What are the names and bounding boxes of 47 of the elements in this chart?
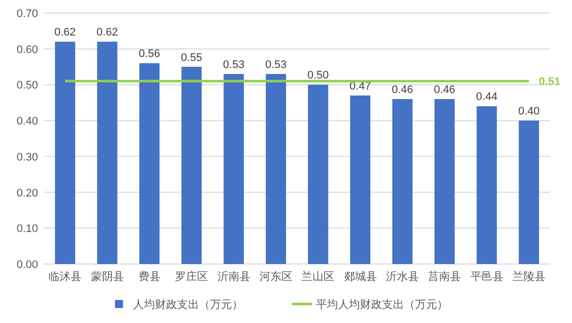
x-tick-label: 沂水县 (386, 270, 419, 283)
data-label: 0.62 (96, 26, 118, 39)
y-tick-label: 0.00 (16, 259, 38, 271)
data-label: 0.62 (54, 26, 76, 39)
y-tick-label: 0.60 (16, 44, 38, 56)
data-label: 0.51 (538, 76, 560, 88)
data-label: 0.46 (392, 84, 414, 96)
bar (434, 99, 455, 264)
bar (139, 63, 160, 264)
y-tick-label: 0.40 (16, 116, 38, 128)
data-label: 0.53 (265, 58, 287, 71)
x-tick-label: 河东区 (259, 270, 292, 283)
bar (97, 42, 118, 264)
x-tick-label: 临沭县 (48, 271, 82, 283)
bar (224, 74, 244, 264)
y-tick-label: 0.50 (16, 80, 38, 92)
y-tick-label: 0.70 (16, 8, 38, 20)
data-label: 0.55 (180, 52, 202, 64)
bar (54, 42, 76, 264)
bar (266, 74, 286, 264)
x-tick-label: 平邑县 (470, 271, 504, 283)
data-label: 0.44 (476, 91, 498, 104)
y-tick-label: 0.10 (16, 223, 38, 236)
bar (181, 66, 202, 264)
x-tick-label: 罗庄区 (175, 270, 208, 283)
y-tick-label: 0.20 (16, 187, 38, 200)
x-tick-label: 兰陵县 (512, 270, 546, 283)
bar (476, 106, 497, 264)
data-label: 0.53 (223, 58, 244, 71)
bar (308, 84, 328, 264)
data-label: 0.50 (307, 70, 329, 82)
legend-label: 平均人均财政支出（万元） (316, 298, 448, 311)
data-label: 0.46 (434, 84, 456, 96)
bar (350, 95, 370, 264)
data-label: 0.47 (350, 80, 371, 92)
data-label: 0.56 (138, 48, 160, 60)
y-tick-label: 0.30 (16, 151, 38, 164)
x-tick-label: 莒南县 (428, 270, 462, 283)
x-tick-label: 郯城县 (344, 270, 377, 283)
bar (518, 120, 540, 264)
bar (392, 99, 413, 264)
data-label: 0.40 (518, 106, 540, 118)
legend-label: 人均财政支出（万元） (133, 298, 243, 311)
x-tick-label: 蒙阴县 (90, 270, 124, 283)
x-tick-label: 沂南县 (217, 270, 250, 283)
x-tick-label: 费县 (138, 270, 160, 283)
x-tick-label: 兰山区 (302, 270, 335, 283)
